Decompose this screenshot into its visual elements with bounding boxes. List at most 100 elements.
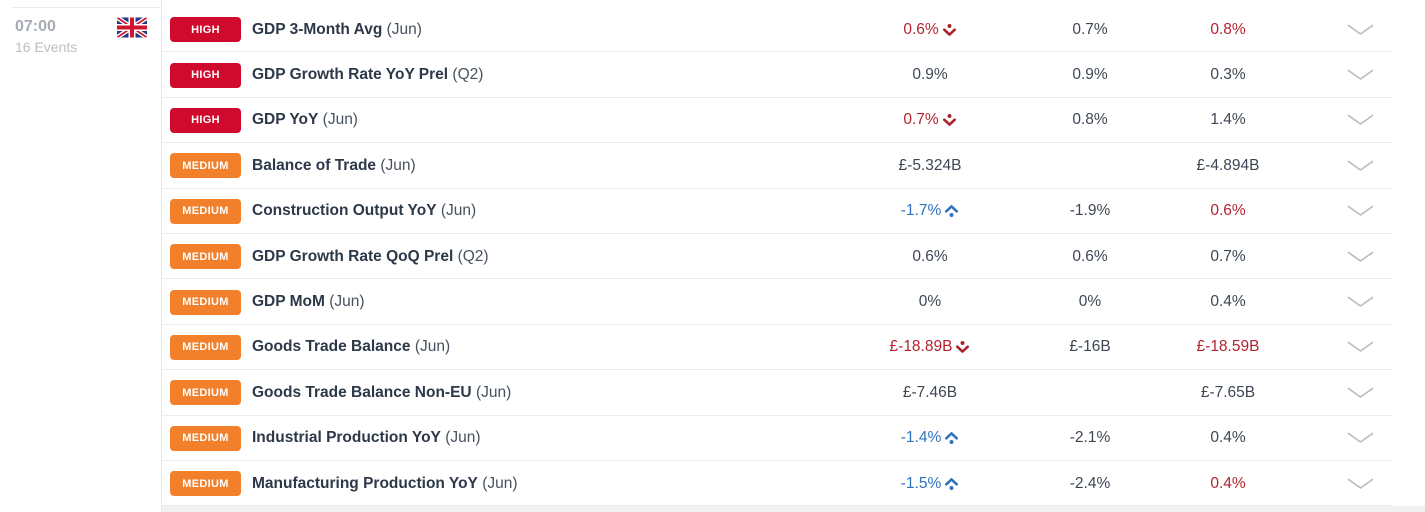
actual-value: £-7.46B xyxy=(902,383,958,401)
event-title: Industrial Production YoY (Jun) xyxy=(252,429,840,447)
consensus-value: £-16B xyxy=(1069,338,1111,356)
event-row[interactable]: MEDIUM GDP MoM (Jun) 0% 0% xyxy=(162,279,1425,326)
chevron-down-icon[interactable] xyxy=(1296,160,1425,172)
arrow-up-indicator-icon xyxy=(944,204,959,218)
event-row[interactable]: MEDIUM Construction Output YoY (Jun) -1.… xyxy=(162,188,1425,235)
consensus-value: -1.9% xyxy=(1069,202,1111,220)
previous-value: 0.4% xyxy=(1210,293,1246,311)
event-period: (Jun) xyxy=(414,338,451,356)
importance-badge: MEDIUM xyxy=(170,198,241,224)
event-title: Construction Output YoY (Jun) xyxy=(252,202,840,220)
actual-value: 0.6% xyxy=(912,247,948,265)
previous-value: 1.4% xyxy=(1210,111,1246,129)
event-period: (Jun) xyxy=(380,156,416,174)
time-label: 07:00 xyxy=(15,18,56,35)
event-title: GDP YoY (Jun) xyxy=(252,111,840,129)
event-row[interactable]: MEDIUM Balance of Trade (Jun) £-5.324B xyxy=(162,143,1425,189)
importance-badge: MEDIUM xyxy=(170,334,241,360)
chevron-down-icon[interactable] xyxy=(1296,432,1425,444)
event-row[interactable]: MEDIUM Goods Trade Balance (Jun) £-18.89… xyxy=(162,324,1425,371)
chevron-down-icon[interactable] xyxy=(1296,205,1425,217)
event-name: Manufacturing Production YoY xyxy=(252,474,478,492)
consensus-value: 0.6% xyxy=(1072,247,1108,265)
arrow-down-indicator-icon xyxy=(942,23,957,37)
actual-value: 0.9% xyxy=(912,66,948,84)
event-name: GDP 3-Month Avg xyxy=(252,20,383,38)
event-name: GDP YoY xyxy=(252,111,319,129)
event-row[interactable]: HIGH GDP Growth Rate YoY Prel (Q2) 0.9% … xyxy=(162,52,1425,99)
arrow-down-indicator-icon xyxy=(942,113,957,127)
event-row[interactable]: MEDIUM Goods Trade Balance Non-EU (Jun) … xyxy=(162,370,1425,416)
event-name: Goods Trade Balance xyxy=(252,338,411,356)
event-period: (Q2) xyxy=(457,247,489,265)
consensus-value: 0.8% xyxy=(1072,111,1108,129)
chevron-down-icon[interactable] xyxy=(1296,24,1425,36)
event-period: (Jun) xyxy=(322,111,358,129)
importance-badge: MEDIUM xyxy=(170,471,241,497)
previous-value: 0.4% xyxy=(1210,429,1246,447)
previous-value: £-4.894B xyxy=(1196,156,1260,174)
consensus-value: 0% xyxy=(1078,293,1102,311)
actual-value: 0.6% xyxy=(840,21,1020,39)
event-name: GDP MoM xyxy=(252,293,325,311)
event-row[interactable]: MEDIUM GDP Growth Rate QoQ Prel (Q2) 0.6… xyxy=(162,233,1425,280)
importance-badge: MEDIUM xyxy=(170,244,241,270)
actual-value: £-18.89B xyxy=(840,338,1020,356)
event-name: Industrial Production YoY xyxy=(252,429,441,447)
importance-badge: HIGH xyxy=(170,107,241,133)
previous-value: 0.3% xyxy=(1210,66,1246,84)
event-row[interactable]: HIGH GDP 3-Month Avg (Jun) 0.6% 0.7% xyxy=(162,7,1425,53)
event-title: Goods Trade Balance (Jun) xyxy=(252,338,840,356)
importance-badge: MEDIUM xyxy=(170,153,241,179)
arrow-up-indicator-icon xyxy=(944,477,959,491)
chevron-down-icon[interactable] xyxy=(1296,69,1425,81)
event-row[interactable]: MEDIUM Manufacturing Production YoY (Jun… xyxy=(162,460,1425,507)
event-name: GDP Growth Rate YoY Prel xyxy=(252,66,449,84)
previous-value: £-18.59B xyxy=(1196,338,1260,356)
importance-badge: HIGH xyxy=(170,17,241,43)
chevron-down-icon[interactable] xyxy=(1296,478,1425,490)
event-period: (Q2) xyxy=(452,66,484,84)
event-period: (Jun) xyxy=(482,474,518,492)
event-period: (Jun) xyxy=(475,383,512,401)
event-title: Goods Trade Balance Non-EU (Jun) xyxy=(252,384,840,402)
chevron-down-icon[interactable] xyxy=(1296,341,1425,353)
event-title: Balance of Trade (Jun) xyxy=(252,157,840,175)
previous-value: 0.8% xyxy=(1210,20,1246,38)
event-period: (Jun) xyxy=(445,429,481,447)
events-table: HIGH GDP 3-Month Avg (Jun) 0.6% 0.7% xyxy=(162,7,1425,507)
consensus-value: 0.9% xyxy=(1072,66,1108,84)
actual-value: -1.4% xyxy=(840,429,1020,447)
chevron-down-icon[interactable] xyxy=(1296,251,1425,263)
event-name: Goods Trade Balance Non-EU xyxy=(252,383,472,401)
event-title: GDP Growth Rate YoY Prel (Q2) xyxy=(252,66,840,84)
previous-value: £-7.65B xyxy=(1200,383,1256,401)
event-row[interactable]: HIGH GDP YoY (Jun) 0.7% 0.8% xyxy=(162,97,1425,144)
event-title: GDP 3-Month Avg (Jun) xyxy=(252,21,840,39)
importance-badge: HIGH xyxy=(170,62,241,88)
time-panel: 07:00 16 Events xyxy=(0,8,161,128)
event-title: Manufacturing Production YoY (Jun) xyxy=(252,475,840,493)
events-count-label: 16 Events xyxy=(15,39,78,55)
actual-value: 0% xyxy=(918,293,942,311)
chevron-down-icon[interactable] xyxy=(1296,296,1425,308)
section-separator xyxy=(162,506,1425,512)
event-period: (Jun) xyxy=(329,293,365,311)
actual-value: -1.7% xyxy=(840,202,1020,220)
consensus-value: 0.7% xyxy=(1072,20,1108,38)
chevron-down-icon[interactable] xyxy=(1296,114,1425,126)
arrow-down-indicator-icon xyxy=(955,340,970,354)
importance-badge: MEDIUM xyxy=(170,289,241,315)
event-row[interactable]: MEDIUM Industrial Production YoY (Jun) -… xyxy=(162,415,1425,462)
importance-badge: MEDIUM xyxy=(170,380,241,406)
event-title: GDP MoM (Jun) xyxy=(252,293,840,311)
actual-value: -1.5% xyxy=(840,475,1020,493)
chevron-down-icon[interactable] xyxy=(1296,387,1425,399)
event-name: Balance of Trade xyxy=(252,156,377,174)
panel-divider xyxy=(161,0,162,512)
actual-value: 0.7% xyxy=(840,111,1020,129)
event-title: GDP Growth Rate QoQ Prel (Q2) xyxy=(252,248,840,266)
event-name: GDP Growth Rate QoQ Prel xyxy=(252,247,454,265)
previous-value: 0.7% xyxy=(1210,247,1246,265)
